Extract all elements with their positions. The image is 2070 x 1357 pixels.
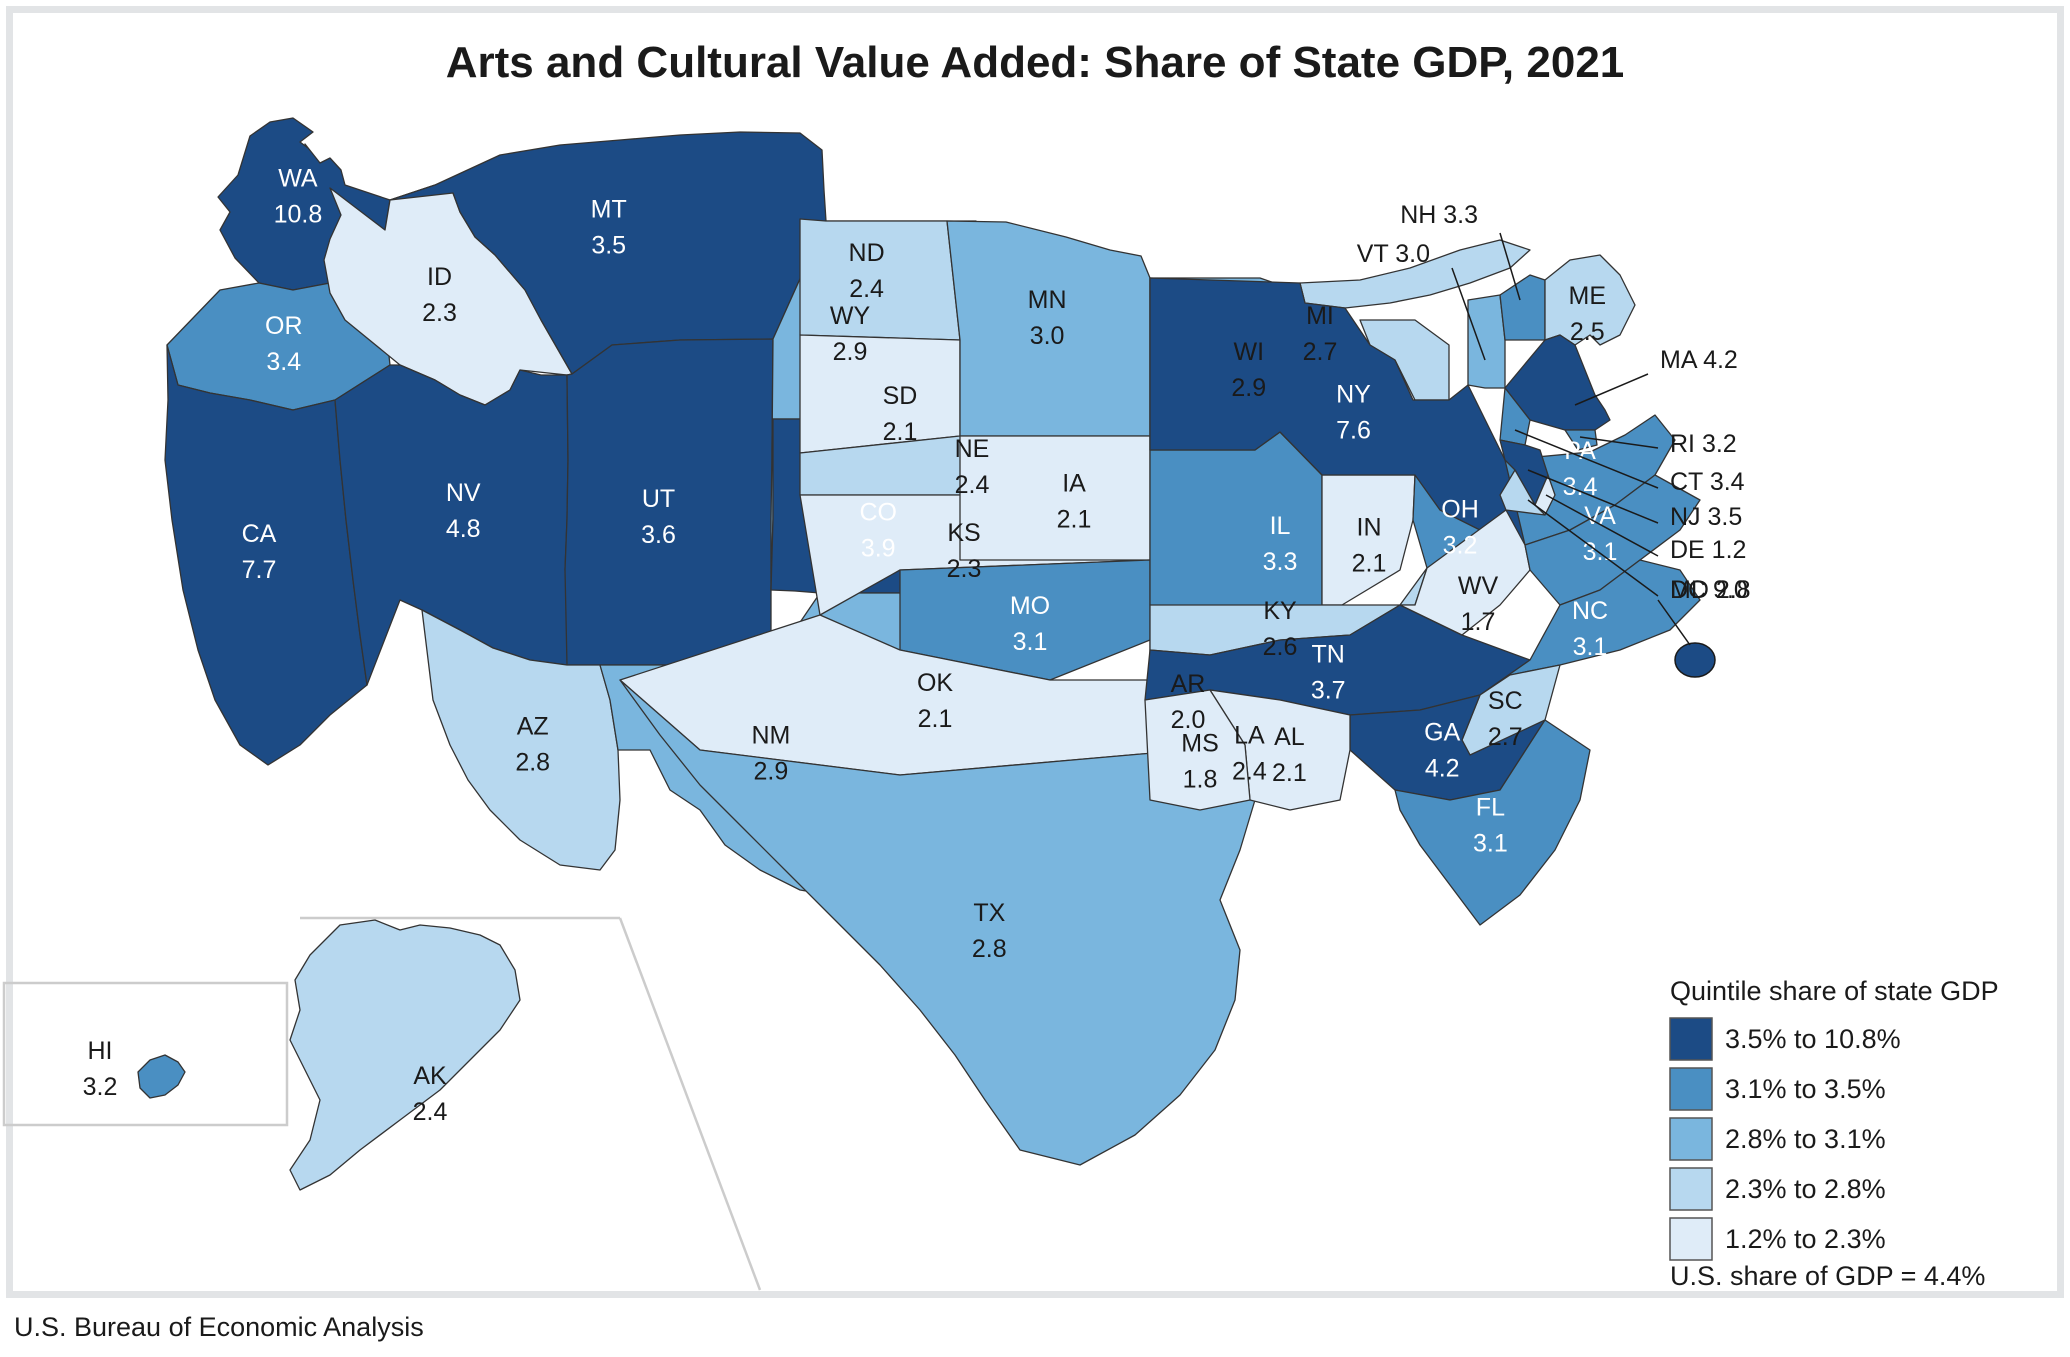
svg-text:VT 3.0: VT 3.0 xyxy=(1357,240,1430,268)
svg-text:2.8% to 3.1%: 2.8% to 3.1% xyxy=(1725,1124,1886,1154)
svg-text:CO: CO xyxy=(859,498,897,526)
svg-text:ID: ID xyxy=(427,263,452,291)
svg-text:CT 3.4: CT 3.4 xyxy=(1670,468,1745,496)
svg-text:AZ: AZ xyxy=(517,713,549,741)
svg-text:OR: OR xyxy=(265,312,303,340)
svg-text:CA: CA xyxy=(242,520,277,548)
svg-text:AL: AL xyxy=(1274,723,1305,751)
svg-text:NJ 3.5: NJ 3.5 xyxy=(1670,503,1742,531)
svg-text:3.1: 3.1 xyxy=(1013,628,1048,656)
svg-text:Quintile share of state GDP: Quintile share of state GDP xyxy=(1670,976,1999,1006)
svg-text:NH 3.3: NH 3.3 xyxy=(1400,201,1478,229)
svg-text:WA: WA xyxy=(278,164,318,192)
svg-text:3.7: 3.7 xyxy=(1311,677,1346,705)
svg-text:1.8: 1.8 xyxy=(1183,766,1218,794)
svg-text:2.9: 2.9 xyxy=(833,338,868,366)
svg-text:4.8: 4.8 xyxy=(446,515,481,543)
svg-text:SC: SC xyxy=(1488,687,1523,715)
svg-text:DC 9.0: DC 9.0 xyxy=(1670,576,1748,604)
svg-text:3.9: 3.9 xyxy=(861,534,896,562)
svg-text:2.4: 2.4 xyxy=(849,275,884,303)
svg-text:2.1: 2.1 xyxy=(1057,505,1092,533)
svg-text:MO: MO xyxy=(1010,592,1050,620)
svg-text:2.1: 2.1 xyxy=(1272,759,1307,787)
svg-text:2.3% to 2.8%: 2.3% to 2.8% xyxy=(1725,1174,1886,1204)
svg-text:KS: KS xyxy=(947,519,980,547)
svg-text:NV: NV xyxy=(446,479,481,507)
svg-text:3.0: 3.0 xyxy=(1030,322,1065,350)
svg-text:MA 4.2: MA 4.2 xyxy=(1660,346,1738,374)
svg-text:NE: NE xyxy=(955,435,990,463)
svg-text:DE 1.2: DE 1.2 xyxy=(1670,536,1746,564)
svg-text:3.5: 3.5 xyxy=(591,231,626,259)
svg-text:2.3: 2.3 xyxy=(947,555,982,583)
svg-text:MT: MT xyxy=(591,195,627,223)
svg-text:OH: OH xyxy=(1441,495,1479,523)
svg-text:3.4: 3.4 xyxy=(266,348,301,376)
svg-text:2.1: 2.1 xyxy=(883,418,918,446)
svg-text:TX: TX xyxy=(973,899,1005,927)
svg-text:WY: WY xyxy=(830,302,871,330)
svg-text:NY: NY xyxy=(1336,381,1371,409)
svg-text:7.7: 7.7 xyxy=(242,556,277,584)
svg-text:3.1: 3.1 xyxy=(1473,830,1508,858)
svg-text:10.8: 10.8 xyxy=(274,200,323,228)
svg-text:LA: LA xyxy=(1234,721,1265,749)
svg-text:2.9: 2.9 xyxy=(1231,374,1266,402)
svg-text:3.1% to 3.5%: 3.1% to 3.5% xyxy=(1725,1074,1886,1104)
svg-text:FL: FL xyxy=(1476,794,1505,822)
svg-text:2.4: 2.4 xyxy=(1232,757,1267,785)
svg-text:NM: NM xyxy=(751,722,790,750)
svg-text:4.2: 4.2 xyxy=(1425,755,1460,783)
svg-text:GA: GA xyxy=(1424,719,1460,747)
svg-text:U.S. share of GDP = 4.4%: U.S. share of GDP = 4.4% xyxy=(1670,1261,1985,1291)
svg-text:IL: IL xyxy=(1270,512,1291,540)
svg-text:3.1: 3.1 xyxy=(1573,633,1608,661)
svg-text:MI: MI xyxy=(1306,302,1334,330)
svg-text:7.6: 7.6 xyxy=(1336,417,1371,445)
svg-text:IA: IA xyxy=(1062,469,1086,497)
svg-text:3.5% to 10.8%: 3.5% to 10.8% xyxy=(1725,1024,1901,1054)
svg-text:VA: VA xyxy=(1584,502,1616,530)
svg-text:SD: SD xyxy=(883,382,918,410)
svg-text:3.3: 3.3 xyxy=(1263,548,1298,576)
svg-text:NC: NC xyxy=(1572,597,1608,625)
svg-text:MS: MS xyxy=(1181,730,1219,758)
svg-text:2.8: 2.8 xyxy=(972,935,1007,963)
svg-text:OK: OK xyxy=(917,669,953,697)
svg-text:2.7: 2.7 xyxy=(1303,338,1338,366)
svg-text:2.1: 2.1 xyxy=(1352,550,1387,578)
svg-text:WI: WI xyxy=(1234,338,1265,366)
svg-text:UT: UT xyxy=(642,485,675,513)
svg-text:2.1: 2.1 xyxy=(918,705,953,733)
svg-text:KY: KY xyxy=(1263,597,1297,625)
svg-text:TN: TN xyxy=(1312,641,1345,669)
svg-text:3.2: 3.2 xyxy=(1443,531,1478,559)
svg-text:1.7: 1.7 xyxy=(1461,608,1496,636)
svg-text:AR: AR xyxy=(1171,670,1206,698)
svg-text:2.3: 2.3 xyxy=(422,299,457,327)
svg-text:HI: HI xyxy=(88,1037,113,1065)
svg-text:WV: WV xyxy=(1458,572,1499,600)
svg-text:1.2% to 2.3%: 1.2% to 2.3% xyxy=(1725,1224,1886,1254)
svg-text:2.4: 2.4 xyxy=(413,1098,448,1126)
svg-text:RI 3.2: RI 3.2 xyxy=(1670,430,1737,458)
svg-text:2.4: 2.4 xyxy=(955,471,990,499)
svg-text:IN: IN xyxy=(1357,514,1382,542)
svg-text:ME: ME xyxy=(1569,282,1607,310)
svg-text:3.2: 3.2 xyxy=(83,1073,118,1101)
svg-text:AK: AK xyxy=(413,1062,447,1090)
svg-text:2.9: 2.9 xyxy=(754,758,789,786)
svg-text:2.8: 2.8 xyxy=(515,749,550,777)
svg-text:3.6: 3.6 xyxy=(641,521,676,549)
svg-text:2.5: 2.5 xyxy=(1570,318,1605,346)
svg-text:ND: ND xyxy=(849,239,885,267)
svg-text:MN: MN xyxy=(1028,286,1067,314)
svg-text:2.6: 2.6 xyxy=(1263,633,1298,661)
svg-text:2.7: 2.7 xyxy=(1488,723,1523,751)
